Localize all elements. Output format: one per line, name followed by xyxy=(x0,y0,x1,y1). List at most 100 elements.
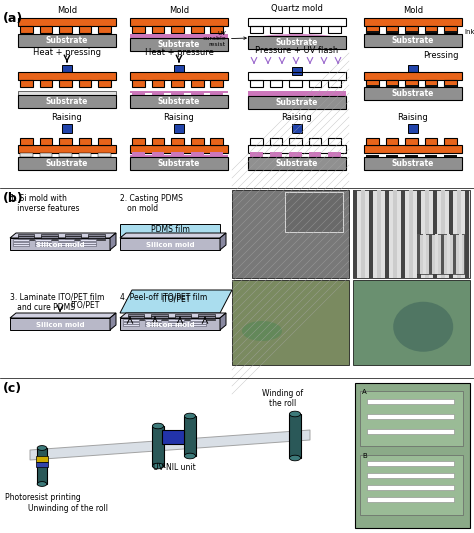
Bar xyxy=(270,80,283,87)
Bar xyxy=(132,152,145,157)
Bar xyxy=(367,473,454,478)
Text: Heat + pressing: Heat + pressing xyxy=(33,48,101,57)
Bar xyxy=(425,85,438,87)
Polygon shape xyxy=(128,314,145,316)
Bar xyxy=(425,80,438,87)
Bar xyxy=(210,138,223,145)
Bar xyxy=(441,234,444,273)
Bar xyxy=(152,91,164,95)
Bar xyxy=(130,18,228,26)
Ellipse shape xyxy=(153,423,164,429)
Bar xyxy=(385,85,398,87)
Polygon shape xyxy=(42,234,58,236)
Polygon shape xyxy=(128,316,145,318)
Bar xyxy=(184,416,196,456)
Text: Winding of
the roll: Winding of the roll xyxy=(263,389,303,408)
Bar xyxy=(59,153,72,157)
Bar xyxy=(36,239,51,241)
Bar xyxy=(232,190,349,278)
Bar xyxy=(59,80,72,87)
Bar xyxy=(18,91,116,95)
Bar xyxy=(459,234,462,273)
Bar xyxy=(210,26,223,33)
Bar xyxy=(285,192,343,232)
Text: 1. Si mold with
   inverse features: 1. Si mold with inverse features xyxy=(10,194,80,213)
Text: 4. Peel-off ITO/PET film: 4. Peel-off ITO/PET film xyxy=(120,293,207,302)
Text: PDMS film: PDMS film xyxy=(151,225,190,235)
Bar xyxy=(385,190,389,278)
Text: Raising: Raising xyxy=(164,113,194,122)
Bar xyxy=(417,234,464,273)
Polygon shape xyxy=(42,236,58,238)
Text: (c): (c) xyxy=(3,382,22,395)
Ellipse shape xyxy=(258,34,336,42)
Bar xyxy=(292,124,302,133)
Bar xyxy=(366,138,379,145)
Text: Unwinding of the roll: Unwinding of the roll xyxy=(28,504,108,513)
Bar xyxy=(18,34,116,47)
Bar xyxy=(191,138,203,145)
Polygon shape xyxy=(199,316,215,318)
Bar xyxy=(444,80,457,87)
Polygon shape xyxy=(120,313,226,318)
Bar xyxy=(130,72,228,80)
Text: Mold: Mold xyxy=(169,6,189,15)
Bar xyxy=(20,80,33,87)
Bar xyxy=(39,80,52,87)
Bar xyxy=(248,72,346,80)
Bar xyxy=(191,319,206,321)
Bar xyxy=(369,190,373,278)
Bar xyxy=(425,26,438,33)
Polygon shape xyxy=(10,233,116,238)
Bar xyxy=(20,153,33,157)
Bar xyxy=(130,157,228,170)
Bar xyxy=(37,448,47,484)
Bar xyxy=(210,91,223,95)
Bar xyxy=(309,80,321,87)
Bar xyxy=(366,31,379,33)
Text: Substrate: Substrate xyxy=(276,38,318,47)
Ellipse shape xyxy=(184,453,196,459)
Bar xyxy=(171,26,184,33)
Text: Substrate: Substrate xyxy=(46,36,88,45)
Text: Substrate: Substrate xyxy=(276,159,318,168)
Bar xyxy=(270,26,283,33)
Bar xyxy=(366,155,379,157)
Polygon shape xyxy=(10,313,116,318)
Text: Substrate: Substrate xyxy=(158,40,200,49)
Text: Substrate: Substrate xyxy=(392,159,434,168)
Bar xyxy=(405,80,418,87)
Bar xyxy=(405,31,418,33)
Bar xyxy=(328,80,341,87)
Bar xyxy=(171,138,184,145)
Bar xyxy=(248,157,346,170)
Bar xyxy=(58,239,74,241)
Bar xyxy=(168,325,184,326)
Bar xyxy=(292,67,302,75)
Bar xyxy=(393,190,397,278)
Bar xyxy=(146,325,161,326)
Bar xyxy=(435,234,438,273)
Bar xyxy=(417,234,420,273)
Bar xyxy=(59,138,72,145)
Bar xyxy=(364,18,462,26)
Bar xyxy=(385,31,398,33)
Text: Substrate: Substrate xyxy=(158,97,200,106)
Bar xyxy=(120,318,220,330)
Bar xyxy=(441,190,445,278)
Bar xyxy=(132,91,145,95)
Bar xyxy=(353,190,470,278)
Bar xyxy=(13,241,29,244)
Bar xyxy=(130,38,228,51)
Bar xyxy=(191,91,203,95)
Bar xyxy=(361,190,365,278)
Bar xyxy=(250,80,263,87)
Polygon shape xyxy=(128,319,145,320)
Bar xyxy=(171,152,184,157)
Polygon shape xyxy=(220,233,226,250)
Text: 3. Laminate ITO/PET film
   and cure PDMS: 3. Laminate ITO/PET film and cure PDMS xyxy=(10,293,104,312)
Polygon shape xyxy=(30,430,310,460)
Bar xyxy=(364,145,462,153)
Bar xyxy=(405,85,418,87)
Text: Substrate: Substrate xyxy=(392,89,434,98)
